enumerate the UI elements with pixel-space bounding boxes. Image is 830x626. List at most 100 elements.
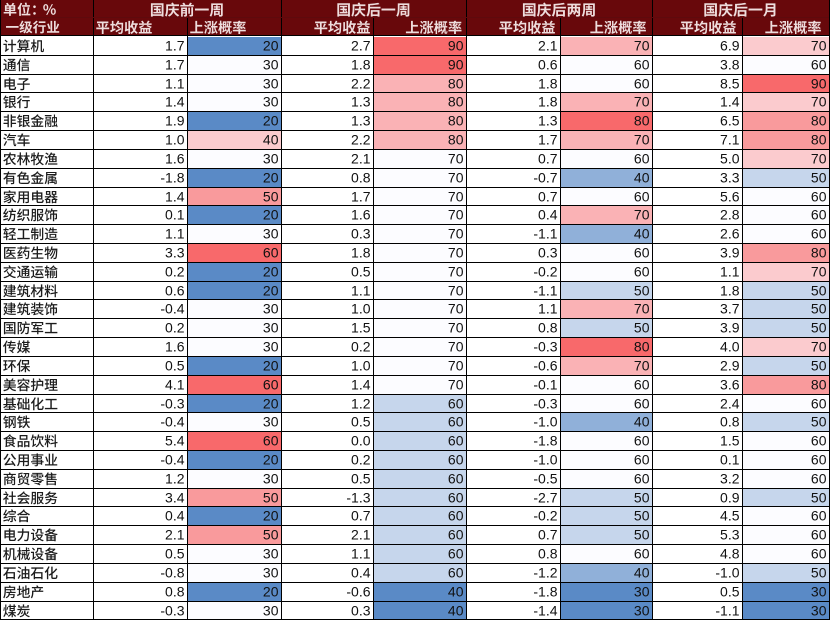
- svg-text:50: 50: [263, 527, 279, 543]
- svg-text:1.9: 1.9: [165, 113, 185, 129]
- svg-text:60: 60: [448, 527, 464, 543]
- svg-text:-0.6: -0.6: [533, 358, 557, 374]
- svg-text:-0.3: -0.3: [533, 396, 557, 412]
- svg-text:80: 80: [811, 377, 827, 393]
- svg-text:60: 60: [448, 546, 464, 562]
- svg-text:60: 60: [448, 396, 464, 412]
- svg-text:80: 80: [448, 76, 464, 92]
- svg-text:60: 60: [811, 433, 827, 449]
- svg-text:60: 60: [634, 471, 650, 487]
- svg-text:0.6: 0.6: [538, 57, 558, 73]
- svg-text:-0.2: -0.2: [533, 264, 557, 280]
- svg-text:50: 50: [634, 320, 650, 336]
- svg-text:0.1: 0.1: [720, 452, 740, 468]
- svg-text:-1.2: -1.2: [533, 565, 557, 581]
- svg-text:20: 20: [263, 584, 279, 600]
- svg-text:60: 60: [448, 452, 464, 468]
- svg-text:20: 20: [263, 264, 279, 280]
- svg-text:20: 20: [263, 358, 279, 374]
- svg-text:-1.4: -1.4: [533, 603, 557, 619]
- svg-text:70: 70: [811, 94, 827, 110]
- svg-text:60: 60: [634, 57, 650, 73]
- svg-text:-0.4: -0.4: [160, 452, 184, 468]
- svg-text:1.7: 1.7: [165, 57, 185, 73]
- svg-text:2.7: 2.7: [351, 38, 371, 54]
- svg-text:4.8: 4.8: [720, 546, 740, 562]
- svg-text:0.3: 0.3: [538, 245, 558, 261]
- svg-text:0.4: 0.4: [351, 565, 371, 581]
- svg-text:70: 70: [811, 264, 827, 280]
- svg-text:3.9: 3.9: [720, 245, 740, 261]
- svg-text:2.9: 2.9: [720, 358, 740, 374]
- svg-text:1.8: 1.8: [351, 57, 371, 73]
- svg-text:60: 60: [811, 396, 827, 412]
- svg-text:30: 30: [263, 320, 279, 336]
- svg-text:70: 70: [634, 38, 650, 54]
- svg-text:60: 60: [263, 433, 279, 449]
- svg-text:1.8: 1.8: [720, 283, 740, 299]
- svg-text:60: 60: [811, 546, 827, 562]
- svg-text:70: 70: [811, 38, 827, 54]
- svg-text:80: 80: [811, 113, 827, 129]
- svg-text:0.2: 0.2: [351, 452, 371, 468]
- svg-text:60: 60: [634, 452, 650, 468]
- svg-text:-0.6: -0.6: [346, 584, 370, 600]
- svg-text:70: 70: [634, 207, 650, 223]
- svg-text:-1.1: -1.1: [533, 283, 557, 299]
- svg-text:50: 50: [811, 565, 827, 581]
- svg-text:-0.2: -0.2: [533, 508, 557, 524]
- svg-text:0.2: 0.2: [165, 320, 185, 336]
- svg-text:1.8: 1.8: [351, 245, 371, 261]
- svg-text:1.3: 1.3: [351, 94, 371, 110]
- svg-text:-0.4: -0.4: [160, 301, 184, 317]
- svg-text:30: 30: [634, 584, 650, 600]
- svg-text:1.3: 1.3: [538, 113, 558, 129]
- svg-text:70: 70: [448, 226, 464, 242]
- svg-text:0.7: 0.7: [538, 189, 558, 205]
- svg-text:-0.7: -0.7: [533, 170, 557, 186]
- svg-text:-1.3: -1.3: [346, 490, 370, 506]
- svg-text:60: 60: [634, 151, 650, 167]
- svg-text:2.1: 2.1: [165, 527, 185, 543]
- svg-text:50: 50: [634, 508, 650, 524]
- svg-text:20: 20: [263, 207, 279, 223]
- svg-text:60: 60: [634, 245, 650, 261]
- svg-text:60: 60: [448, 471, 464, 487]
- svg-text:0.5: 0.5: [351, 264, 371, 280]
- svg-text:1.4: 1.4: [165, 189, 185, 205]
- svg-text:0.8: 0.8: [720, 414, 740, 430]
- svg-text:3.3: 3.3: [720, 170, 740, 186]
- svg-text:3.7: 3.7: [720, 301, 740, 317]
- svg-text:30: 30: [263, 339, 279, 355]
- svg-text:1.4: 1.4: [351, 377, 371, 393]
- svg-text:0.9: 0.9: [720, 490, 740, 506]
- svg-text:-1.8: -1.8: [533, 433, 557, 449]
- svg-text:90: 90: [811, 76, 827, 92]
- svg-text:0.3: 0.3: [351, 603, 371, 619]
- svg-text:20: 20: [263, 113, 279, 129]
- svg-text:60: 60: [263, 245, 279, 261]
- svg-text:0.2: 0.2: [165, 264, 185, 280]
- svg-text:0.8: 0.8: [538, 546, 558, 562]
- svg-text:-1.1: -1.1: [533, 226, 557, 242]
- svg-text:0.7: 0.7: [538, 151, 558, 167]
- svg-text:70: 70: [448, 264, 464, 280]
- svg-text:30: 30: [634, 603, 650, 619]
- svg-text:1.7: 1.7: [351, 189, 371, 205]
- svg-text:0.7: 0.7: [538, 527, 558, 543]
- svg-text:40: 40: [634, 414, 650, 430]
- svg-text:1.8: 1.8: [538, 94, 558, 110]
- svg-text:0.1: 0.1: [165, 207, 185, 223]
- svg-text:0.3: 0.3: [351, 226, 371, 242]
- svg-text:60: 60: [448, 414, 464, 430]
- svg-text:1.2: 1.2: [351, 396, 371, 412]
- svg-text:70: 70: [634, 94, 650, 110]
- svg-text:40: 40: [448, 603, 464, 619]
- svg-text:0.8: 0.8: [165, 584, 185, 600]
- svg-text:1.3: 1.3: [351, 113, 371, 129]
- svg-text:80: 80: [448, 94, 464, 110]
- svg-text:80: 80: [811, 245, 827, 261]
- svg-text:50: 50: [811, 414, 827, 430]
- svg-text:70: 70: [448, 207, 464, 223]
- svg-text:60: 60: [634, 264, 650, 280]
